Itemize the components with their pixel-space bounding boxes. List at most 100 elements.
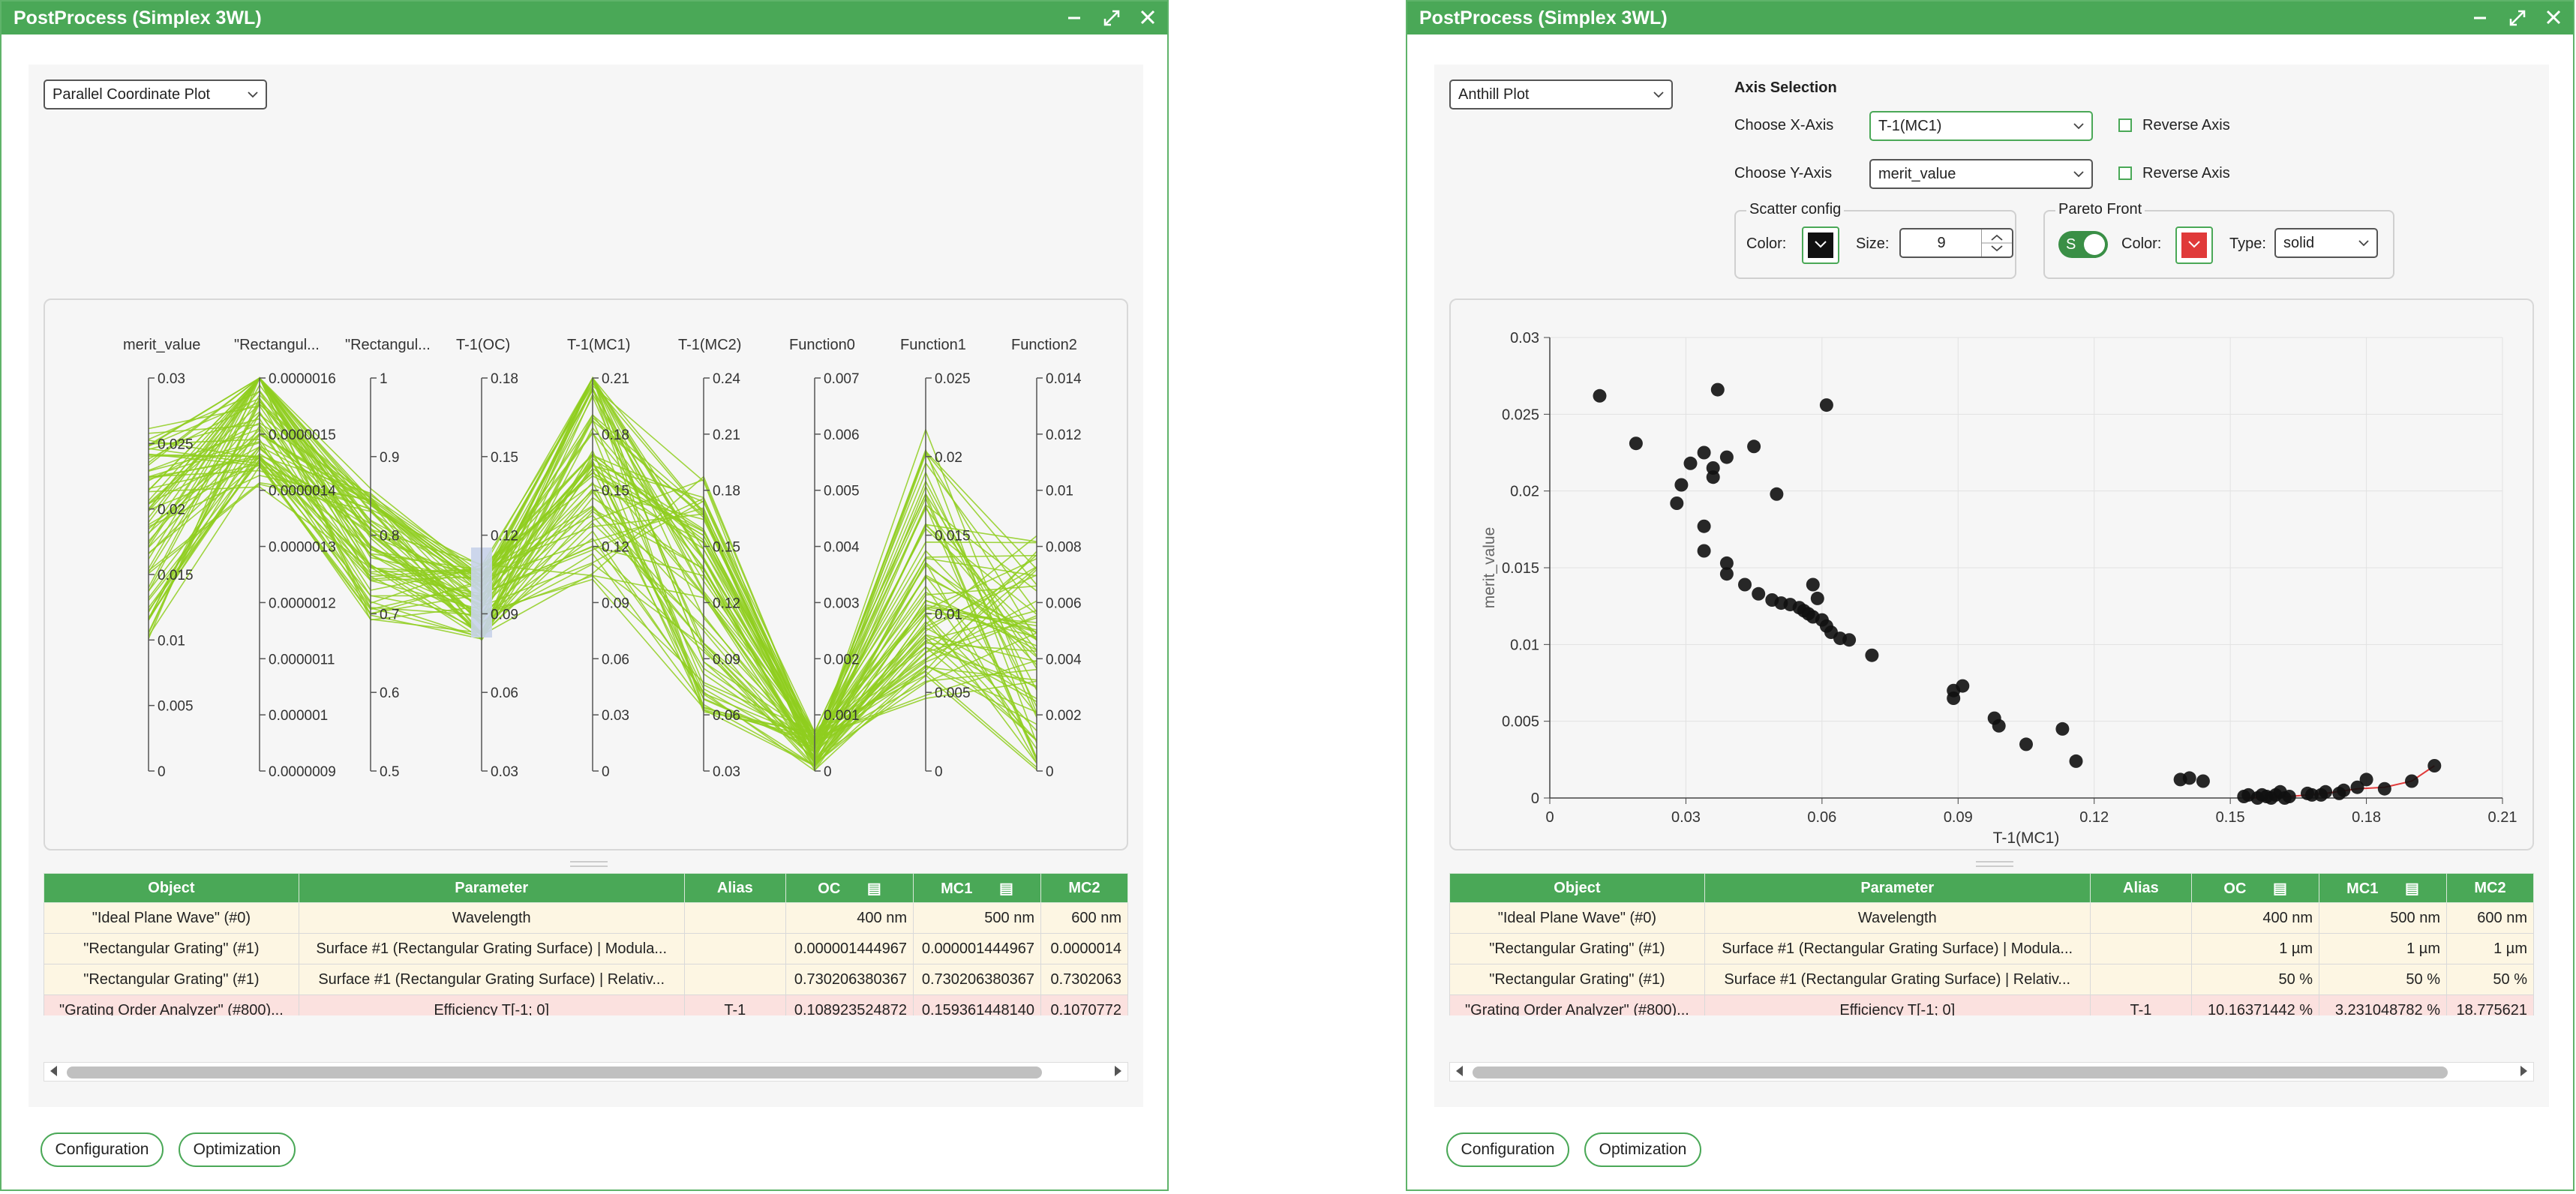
table-cell[interactable]: "Rectangular Grating" (#1) bbox=[1449, 964, 1705, 995]
configuration-button[interactable]: Configuration bbox=[1446, 1132, 1569, 1167]
table-cell[interactable] bbox=[683, 933, 787, 964]
col-alias[interactable]: Alias bbox=[2089, 873, 2193, 903]
scatter-point[interactable] bbox=[2182, 771, 2196, 785]
save-icon[interactable]: ▤ bbox=[2272, 880, 2287, 897]
col-mc1[interactable]: MC1 ▤ bbox=[2319, 873, 2447, 903]
plot-type-select[interactable]: Parallel Coordinate Plot bbox=[44, 80, 267, 110]
resize-grip[interactable] bbox=[570, 861, 608, 867]
table-cell[interactable]: 50 % bbox=[2319, 964, 2447, 995]
scatter-point[interactable] bbox=[1670, 496, 1684, 510]
scatter-point[interactable] bbox=[1710, 382, 1725, 397]
scroll-right-icon[interactable] bbox=[2520, 1066, 2527, 1076]
scroll-right-icon[interactable] bbox=[1115, 1066, 1121, 1076]
table-cell[interactable]: Efficiency T[-1; 0] bbox=[298, 994, 685, 1016]
table-cell[interactable]: 0.0000014 bbox=[1040, 933, 1128, 964]
scatter-point[interactable] bbox=[2019, 737, 2033, 752]
table-cell[interactable]: 500 nm bbox=[2319, 902, 2447, 934]
table-cell[interactable]: 400 nm bbox=[2191, 902, 2320, 934]
table-cell[interactable]: 3.231048782 % bbox=[2319, 994, 2447, 1016]
scatter-point[interactable] bbox=[1806, 578, 1820, 592]
parallel-axis[interactable]: "Rectangul... 0.0000016 0.0000015 0.0000014… bbox=[234, 337, 336, 780]
x-axis-select[interactable]: T-1(MC1) bbox=[1869, 111, 2093, 141]
table-cell[interactable]: Surface #1 (Rectangular Grating Surface)… bbox=[298, 964, 685, 995]
table-row[interactable]: "Rectangular Grating" (#1) Surface #1 (Re… bbox=[44, 964, 1128, 995]
table-cell[interactable]: 0.730206380367 bbox=[785, 964, 914, 995]
table-cell[interactable]: Wavelength bbox=[298, 902, 685, 934]
scatter-point[interactable] bbox=[1738, 578, 1752, 592]
configuration-button[interactable]: Configuration bbox=[41, 1132, 164, 1167]
scatter-point[interactable] bbox=[1697, 446, 1711, 460]
table-row[interactable]: "Rectangular Grating" (#1) Surface #1 (Re… bbox=[1449, 964, 2534, 995]
scatter-point[interactable] bbox=[1747, 440, 1761, 454]
minimize-icon[interactable] bbox=[1062, 6, 1086, 30]
table-cell[interactable]: 10.16371442 % bbox=[2191, 994, 2320, 1016]
table-cell[interactable] bbox=[683, 964, 787, 995]
table-cell[interactable]: 0.730206380367 bbox=[913, 964, 1041, 995]
close-icon[interactable] bbox=[1136, 6, 1160, 30]
scatter-point[interactable] bbox=[1819, 398, 1833, 412]
scatter-point[interactable] bbox=[2282, 790, 2296, 803]
scatter-point[interactable] bbox=[1719, 556, 1734, 570]
table-cell[interactable]: T-1 bbox=[2089, 994, 2193, 1016]
scatter-point[interactable] bbox=[2337, 783, 2351, 797]
table-cell[interactable]: 1 µm bbox=[2191, 933, 2320, 964]
scatter-point[interactable] bbox=[1674, 478, 1689, 492]
scroll-thumb[interactable] bbox=[1473, 1066, 2448, 1078]
pareto-front-toggle[interactable]: S bbox=[2058, 231, 2108, 258]
table-cell[interactable]: "Rectangular Grating" (#1) bbox=[44, 964, 299, 995]
parallel-axis[interactable]: Function2 0.014 0.012 0.01 0.008 0.006 0.004 0.… bbox=[1011, 337, 1082, 780]
scatter-point[interactable] bbox=[1697, 544, 1711, 558]
table-row[interactable]: "Ideal Plane Wave" (#0) Wavelength 400 nm 5… bbox=[1449, 902, 2534, 934]
table-cell[interactable]: 50 % bbox=[2445, 964, 2534, 995]
col-oc[interactable]: OC ▤ bbox=[785, 873, 914, 903]
parallel-axis[interactable]: Function0 0.007 0.006 0.005 0.004 0.003 0.002 0… bbox=[789, 337, 860, 780]
pareto-type-select[interactable]: solid bbox=[2274, 228, 2378, 258]
col-parameter[interactable]: Parameter bbox=[298, 873, 685, 903]
scatter-point[interactable] bbox=[2359, 772, 2373, 787]
stepper-arrows-icon[interactable] bbox=[1981, 230, 2012, 256]
scatter-point[interactable] bbox=[1683, 456, 1698, 470]
table-cell[interactable]: Surface #1 (Rectangular Grating Surface)… bbox=[298, 933, 685, 964]
maximize-icon[interactable] bbox=[1100, 6, 1124, 30]
table-cell[interactable]: 1 µm bbox=[2319, 933, 2447, 964]
table-cell[interactable]: 600 nm bbox=[1040, 902, 1128, 934]
parallel-axis[interactable]: "Rectangul... 1 0.9 0.8 0.7 0.6 0.5 bbox=[345, 337, 431, 780]
pareto-color-picker[interactable] bbox=[2175, 226, 2213, 264]
table-cell[interactable] bbox=[683, 902, 787, 934]
table-cell[interactable]: Surface #1 (Rectangular Grating Surface)… bbox=[1704, 933, 2091, 964]
optimization-button[interactable]: Optimization bbox=[179, 1132, 296, 1167]
maximize-icon[interactable] bbox=[2505, 6, 2529, 30]
scatter-point[interactable] bbox=[1697, 519, 1711, 533]
parallel-axis[interactable]: T-1(MC2) 0.24 0.21 0.18 0.15 0.12 0.09 0.06 0.03 bbox=[678, 337, 741, 780]
table-cell[interactable]: 500 nm bbox=[913, 902, 1041, 934]
scatter-point[interactable] bbox=[1719, 450, 1734, 464]
table-row[interactable]: "Ideal Plane Wave" (#0) Wavelength 400 nm 5… bbox=[44, 902, 1128, 934]
table-cell[interactable]: 1 µm bbox=[2445, 933, 2534, 964]
scatter-point[interactable] bbox=[1706, 470, 1720, 484]
table-cell[interactable]: "Rectangular Grating" (#1) bbox=[44, 933, 299, 964]
col-oc[interactable]: OC ▤ bbox=[2191, 873, 2320, 903]
table-row[interactable]: "Grating Order Analyzer" (#800)... Effici… bbox=[1449, 994, 2534, 1016]
col-object[interactable]: Object bbox=[1449, 873, 1705, 903]
scatter-point[interactable] bbox=[1752, 586, 1766, 601]
table-cell[interactable]: Efficiency T[-1; 0] bbox=[1704, 994, 2091, 1016]
y-axis-select[interactable]: merit_value bbox=[1869, 159, 2093, 189]
table-cell[interactable]: 0.159361448140 bbox=[913, 994, 1041, 1016]
scatter-point[interactable] bbox=[1842, 633, 1857, 647]
table-cell[interactable]: "Grating Order Analyzer" (#800)... bbox=[44, 994, 299, 1016]
scatter-point[interactable] bbox=[1865, 648, 1879, 662]
reverse-y-checkbox[interactable] bbox=[2118, 166, 2132, 180]
scatter-point[interactable] bbox=[1629, 436, 1643, 451]
table-cell[interactable]: 0.7302063 bbox=[1040, 964, 1128, 995]
table-cell[interactable]: Surface #1 (Rectangular Grating Surface)… bbox=[1704, 964, 2091, 995]
table-cell[interactable]: 0.000001444967 bbox=[785, 933, 914, 964]
close-icon[interactable] bbox=[2541, 6, 2565, 30]
save-icon[interactable]: ▤ bbox=[866, 880, 881, 897]
scroll-left-icon[interactable] bbox=[1456, 1066, 1463, 1076]
table-row[interactable]: "Rectangular Grating" (#1) Surface #1 (Re… bbox=[1449, 933, 2534, 964]
col-alias[interactable]: Alias bbox=[683, 873, 787, 903]
table-cell[interactable]: "Ideal Plane Wave" (#0) bbox=[1449, 902, 1705, 934]
scatter-point[interactable] bbox=[1770, 487, 1784, 501]
scatter-point[interactable] bbox=[2196, 774, 2210, 788]
scatter-point[interactable] bbox=[1810, 591, 1824, 605]
